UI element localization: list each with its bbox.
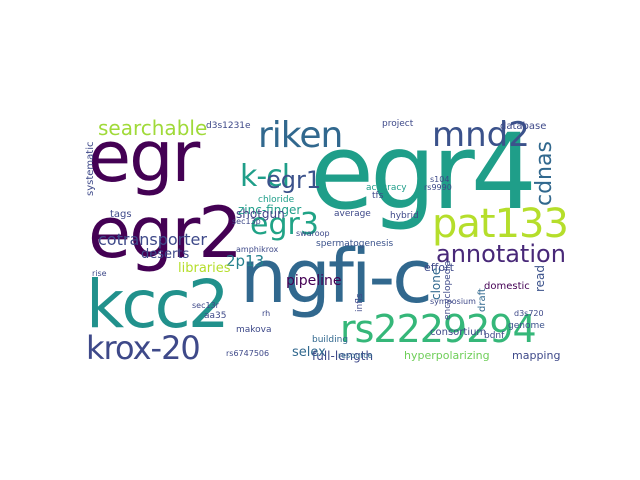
cloud-word: read	[533, 264, 547, 292]
cloud-word: spermatogenesis	[316, 239, 394, 249]
cloud-word: kcc2	[86, 266, 230, 343]
cloud-word: clone	[429, 267, 443, 300]
cloud-word: egr	[88, 116, 200, 198]
cloud-word: rh	[262, 309, 271, 318]
cloud-word: d3s1231e	[206, 121, 251, 131]
cloud-word: database	[500, 121, 547, 132]
cloud-word: shotgun	[236, 207, 285, 221]
cloud-word: amphikrox	[236, 245, 279, 254]
cloud-word: ngfi-c	[240, 234, 433, 320]
cloud-word: egr1	[266, 166, 322, 194]
cloud-word: building	[312, 335, 349, 345]
cloud-word: pat133	[432, 201, 569, 247]
cloud-word: mapping	[512, 349, 561, 362]
cloud-word: average	[334, 209, 371, 219]
cloud-word: hyperpolarizing	[404, 349, 490, 362]
cloud-word: cdnas	[532, 141, 557, 206]
cloud-word: symposium	[430, 297, 476, 306]
cloud-word: encyclopedia	[443, 260, 453, 320]
cloud-word: aa35	[204, 311, 227, 321]
cloud-word: krox-20	[86, 329, 201, 367]
cloud-word: swaroop	[296, 229, 330, 238]
cloud-word: zinc-finger	[238, 203, 302, 217]
cloud-word: s104	[430, 175, 450, 184]
cloud-word: deserts	[141, 247, 190, 262]
cloud-word: resource	[338, 351, 373, 360]
cloud-word: libraries	[178, 261, 231, 276]
cloud-word: egr4	[310, 111, 537, 233]
cloud-word: tfs	[372, 191, 384, 201]
cloud-word: hybrid	[390, 211, 419, 221]
cloud-word: consortium	[430, 327, 487, 338]
cloud-word: pipeline	[286, 273, 342, 289]
cloud-word: rs2229294	[340, 307, 537, 351]
cloud-word: makova	[236, 325, 272, 335]
cloud-word: egr2	[88, 192, 243, 274]
cloud-word: selex	[292, 345, 326, 360]
cloud-word: egr3	[250, 207, 319, 242]
cloud-word: chloride	[258, 195, 295, 205]
cloud-word: searchable	[98, 116, 208, 140]
cloud-word: d3s720	[514, 309, 544, 318]
cloud-word: full-length	[312, 349, 374, 363]
cloud-word: rs9990	[424, 183, 452, 192]
cloud-word: effort	[424, 261, 454, 274]
cloud-word: riken	[258, 115, 343, 156]
cloud-word: accuracy	[366, 183, 407, 193]
cloud-word: sec13r	[192, 301, 219, 310]
cloud-word: domestic	[484, 281, 530, 292]
cloud-word: tags	[110, 209, 132, 220]
cloud-word: 2p13	[226, 252, 265, 270]
cloud-word: k-cl	[240, 159, 290, 194]
cloud-word: bdnf	[484, 331, 505, 341]
cloud-word: rise	[92, 269, 107, 278]
cloud-word: draft	[477, 288, 488, 312]
cloud-word: systematic	[85, 141, 96, 196]
cloud-word: mnd2	[432, 115, 530, 155]
cloud-word: rs6747506	[226, 349, 270, 358]
cloud-word: annotation	[436, 240, 566, 268]
cloud-word: infls	[355, 293, 365, 312]
cloud-word: genome	[508, 321, 545, 331]
cloud-word: sec13p	[232, 217, 261, 226]
cloud-word: cotransporter	[98, 230, 207, 249]
cloud-word: project	[382, 119, 414, 129]
